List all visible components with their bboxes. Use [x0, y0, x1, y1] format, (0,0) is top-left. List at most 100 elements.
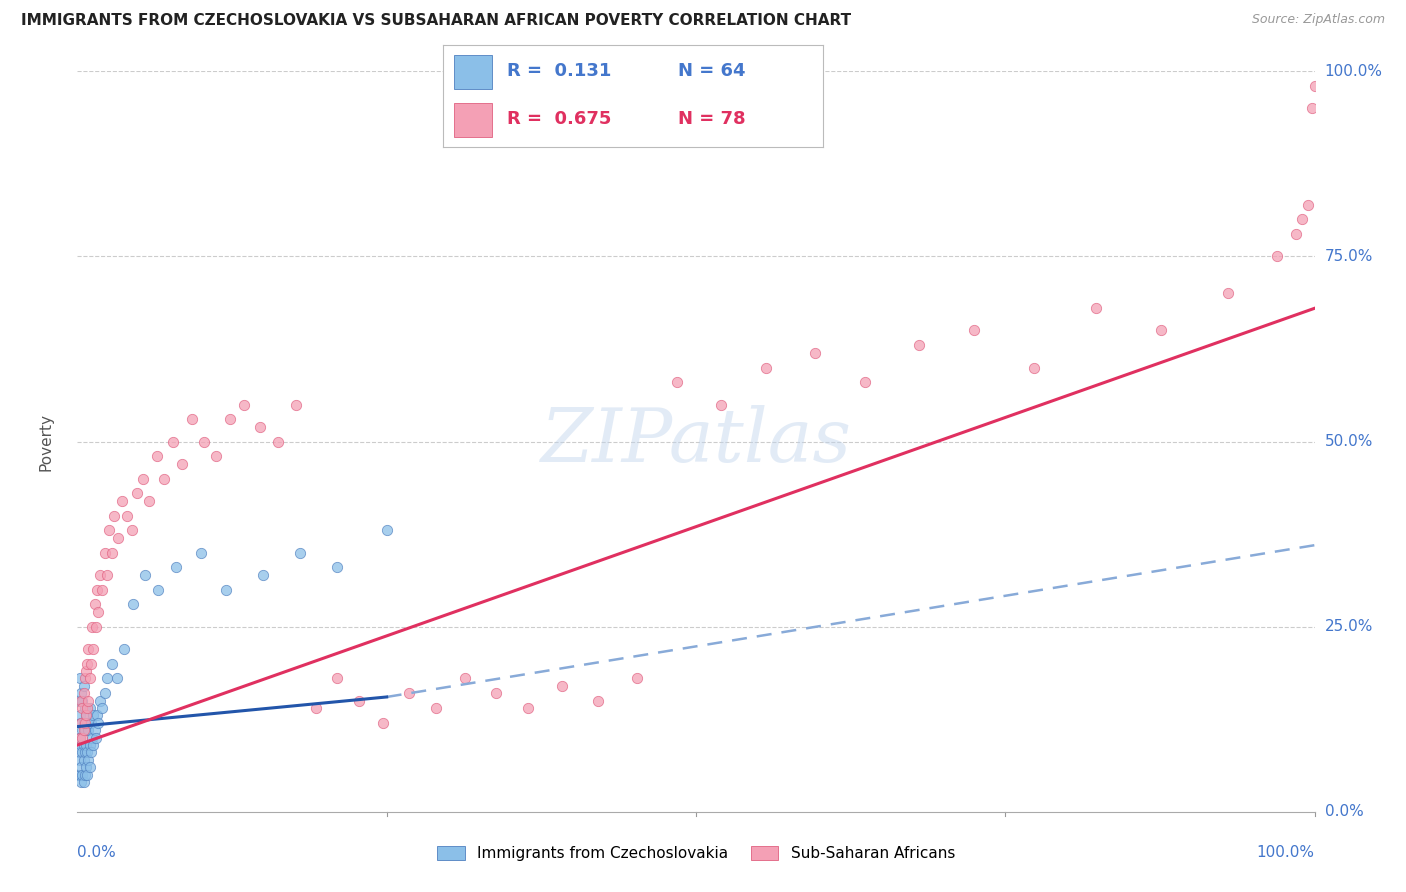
Point [101, 657, 124, 671]
Point [72, 694, 94, 708]
Point [1303, 79, 1326, 94]
Point [84, 619, 107, 633]
Point [72, 738, 94, 752]
Point [855, 376, 877, 390]
Point [93, 686, 115, 700]
Point [69, 731, 91, 745]
Point [70, 738, 93, 752]
Point [125, 486, 148, 500]
Point [72, 775, 94, 789]
Point [153, 471, 176, 485]
Point [96, 567, 118, 582]
Point [107, 531, 129, 545]
Point [72, 767, 94, 781]
Point [267, 434, 290, 449]
Point [710, 397, 733, 411]
Point [425, 701, 447, 715]
Point [72, 715, 94, 730]
Point [75, 738, 97, 752]
Point [803, 345, 825, 359]
Point [516, 701, 538, 715]
Point [75, 708, 97, 723]
Point [79, 701, 101, 715]
Point [82, 738, 104, 752]
Point [132, 471, 155, 485]
Point [82, 619, 104, 633]
Point [371, 715, 394, 730]
Point [145, 450, 167, 464]
Point [76, 657, 98, 671]
Point [907, 338, 929, 352]
Point [75, 760, 97, 774]
Text: 25.0%: 25.0% [1324, 619, 1372, 634]
Text: R =  0.675: R = 0.675 [508, 111, 612, 128]
Point [69, 672, 91, 686]
Point [67, 731, 90, 745]
Point [73, 767, 96, 781]
Point [84, 731, 107, 745]
Point [1285, 227, 1308, 242]
Point [1022, 360, 1045, 375]
Point [288, 546, 311, 560]
Text: 75.0%: 75.0% [1324, 249, 1372, 264]
Point [70, 686, 93, 700]
Point [218, 412, 240, 426]
Point [82, 708, 104, 723]
Point [72, 731, 94, 745]
Point [453, 672, 475, 686]
Point [215, 582, 238, 597]
Point [165, 560, 187, 574]
Text: 50.0%: 50.0% [1324, 434, 1372, 449]
Point [233, 397, 256, 411]
Point [205, 450, 228, 464]
Point [86, 708, 108, 723]
Point [77, 753, 100, 767]
Point [76, 746, 98, 760]
Point [82, 641, 104, 656]
Point [83, 598, 105, 612]
Point [190, 546, 212, 560]
Point [67, 767, 90, 781]
Point [77, 723, 100, 738]
Point [69, 731, 91, 745]
Point [70, 715, 93, 730]
Point [666, 376, 689, 390]
Point [1216, 286, 1239, 301]
Bar [454, 55, 492, 88]
Point [98, 524, 121, 538]
Point [75, 708, 97, 723]
Point [70, 694, 93, 708]
Point [72, 723, 94, 738]
Point [69, 708, 91, 723]
Text: Source: ZipAtlas.com: Source: ZipAtlas.com [1251, 13, 1385, 27]
Point [73, 672, 96, 686]
Point [72, 753, 94, 767]
Point [326, 672, 349, 686]
Point [121, 524, 143, 538]
Point [79, 672, 101, 686]
Point [586, 694, 609, 708]
Text: ZIPatlas: ZIPatlas [540, 405, 852, 478]
Point [70, 715, 93, 730]
Point [112, 641, 135, 656]
Text: N = 78: N = 78 [678, 111, 745, 128]
Point [1298, 197, 1320, 211]
Point [1267, 250, 1289, 264]
Point [82, 731, 104, 745]
Point [69, 753, 91, 767]
Point [305, 701, 328, 715]
Point [89, 567, 111, 582]
Bar [454, 103, 492, 137]
Point [67, 746, 90, 760]
Point [80, 657, 103, 671]
Point [96, 672, 118, 686]
Point [1301, 102, 1323, 116]
Point [89, 694, 111, 708]
Point [76, 767, 98, 781]
Point [76, 715, 98, 730]
Point [72, 701, 94, 715]
Point [79, 738, 101, 752]
Point [963, 324, 986, 338]
Text: IMMIGRANTS FROM CZECHOSLOVAKIA VS SUBSAHARAN AFRICAN POVERTY CORRELATION CHART: IMMIGRANTS FROM CZECHOSLOVAKIA VS SUBSAH… [21, 13, 851, 29]
Point [349, 694, 371, 708]
